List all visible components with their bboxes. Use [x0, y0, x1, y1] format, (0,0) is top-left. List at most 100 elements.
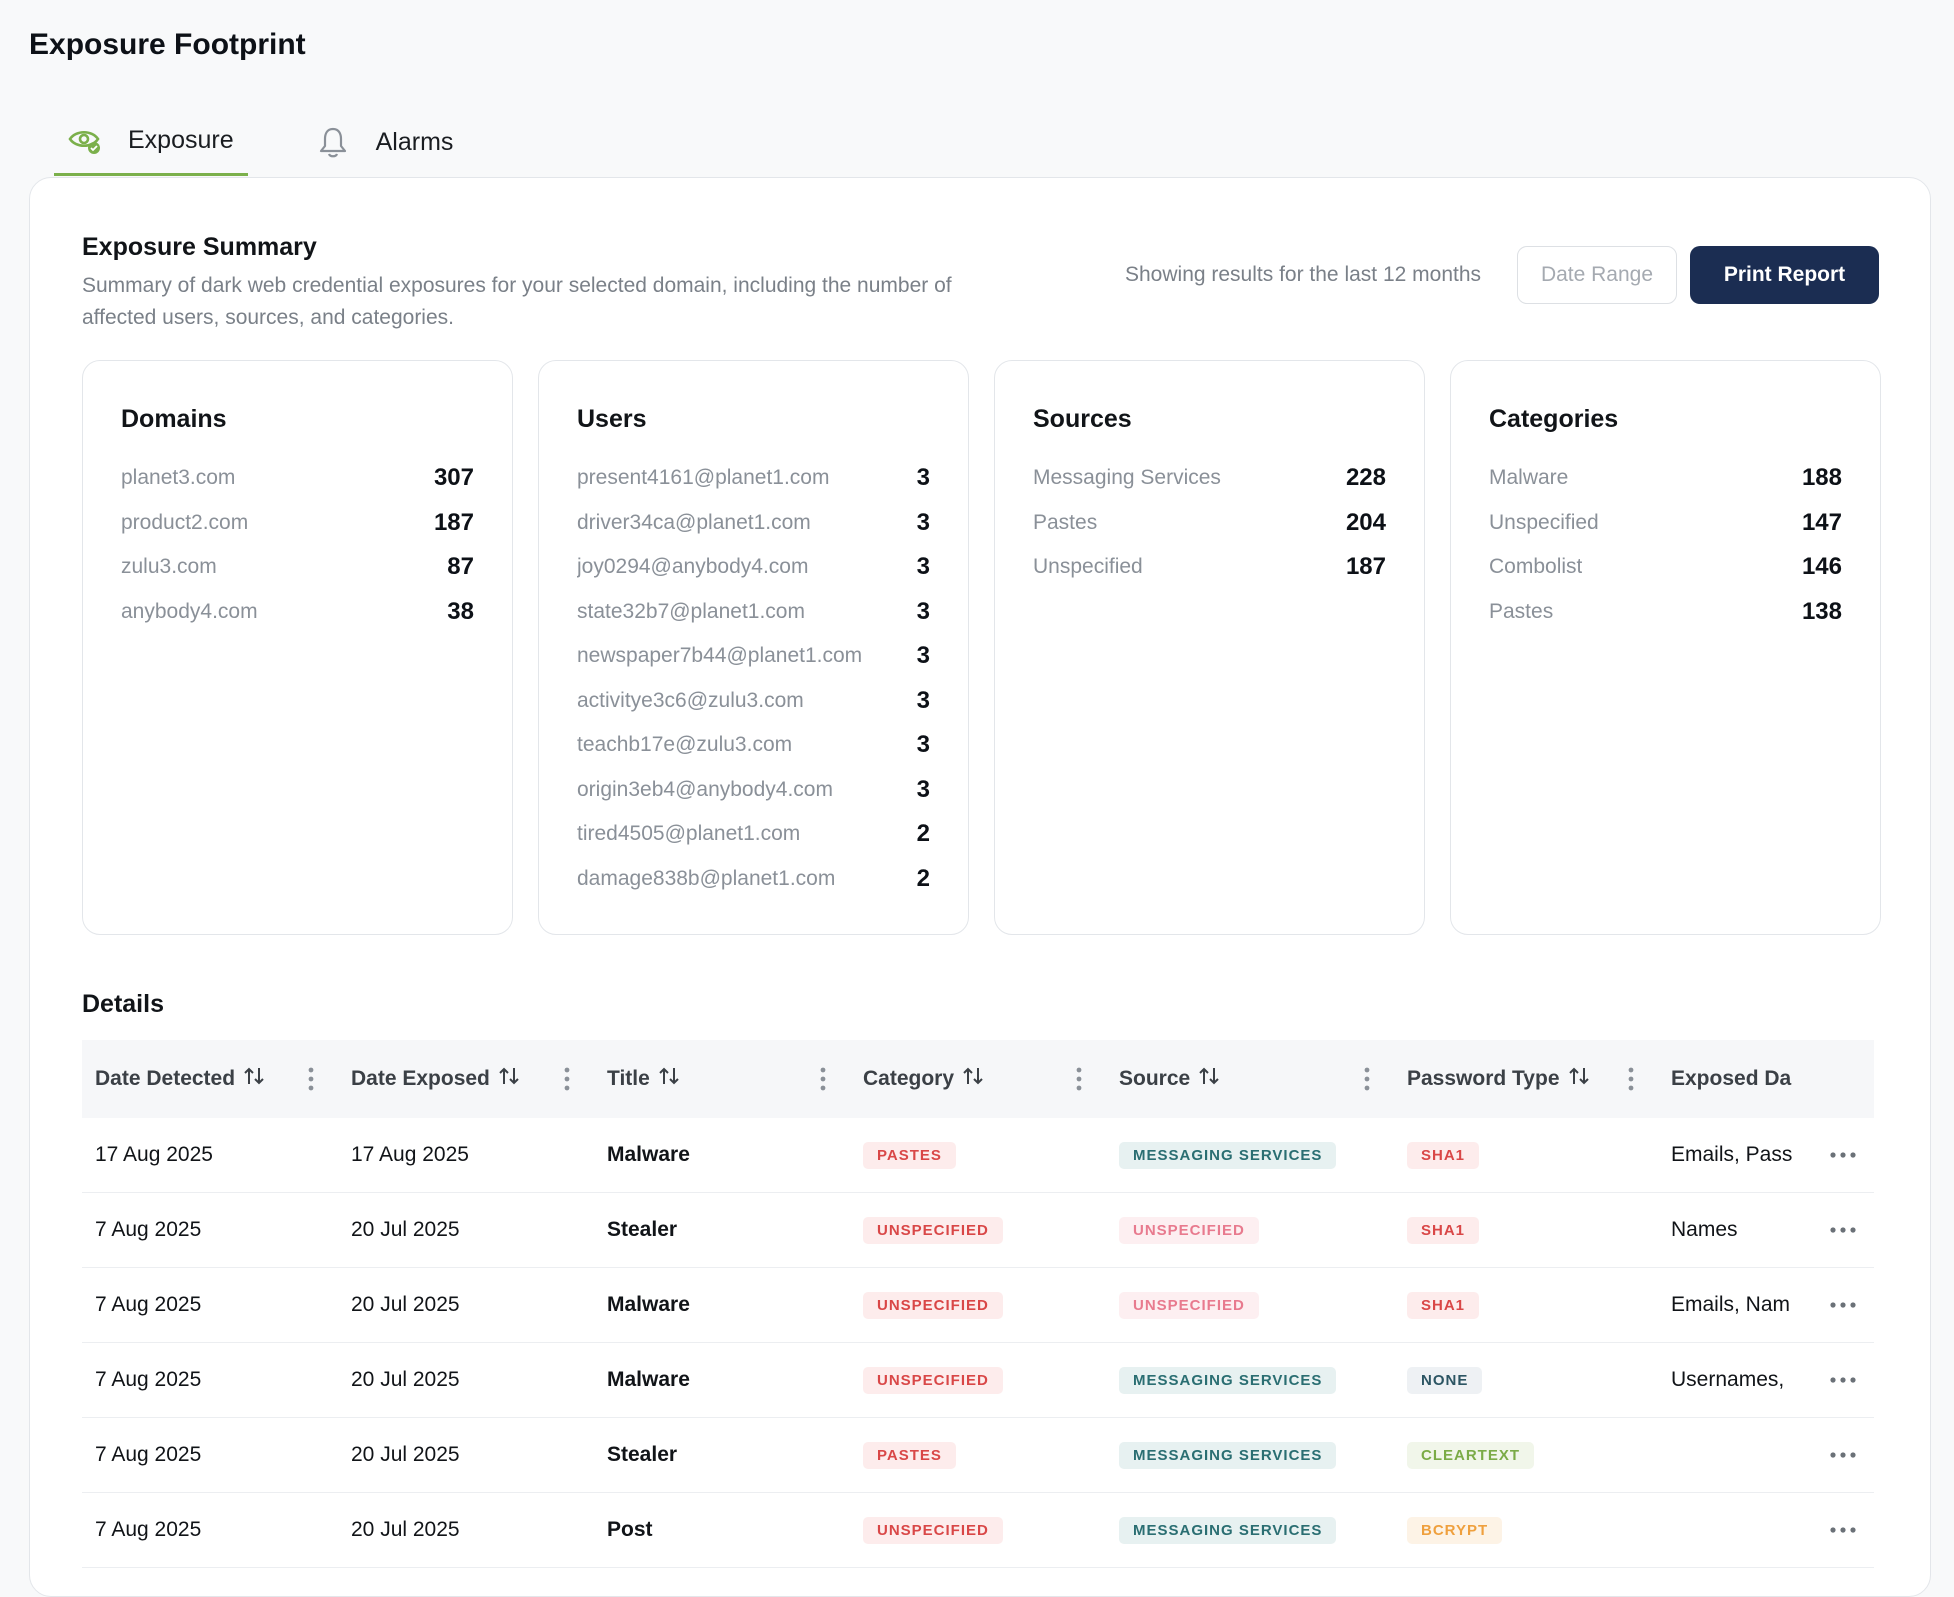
- cell-text: 7 Aug 2025: [95, 1293, 202, 1316]
- cell-source: MESSAGING SERVICES: [1106, 1516, 1394, 1544]
- stat-value: 204: [1345, 508, 1386, 536]
- cell-text: 7 Aug 2025: [95, 1518, 202, 1541]
- stat-value: 147: [1801, 508, 1842, 536]
- stat-row: anybody4.com 38: [121, 590, 474, 635]
- column-header[interactable]: Title: [594, 1040, 850, 1118]
- cell-password: SHA1: [1394, 1216, 1658, 1244]
- category-badge: UNSPECIFIED: [863, 1516, 1003, 1544]
- column-header-label: Date Detected: [95, 1067, 236, 1090]
- stat-value: 87: [447, 553, 474, 581]
- page-title: Exposure Footprint: [29, 28, 306, 61]
- stat-label: Messaging Services: [1033, 466, 1221, 490]
- row-actions-icon[interactable]: [1798, 1343, 1874, 1417]
- row-actions-icon[interactable]: [1798, 1268, 1874, 1342]
- stat-value: 3: [916, 731, 930, 759]
- cell-text: Stealer: [607, 1218, 678, 1241]
- stat-label: Unspecified: [1033, 555, 1143, 579]
- column-menu-icon[interactable]: [564, 1067, 570, 1097]
- cell-exposed: 20 Jul 2025: [338, 1218, 594, 1242]
- cell-text: Names: [1671, 1218, 1738, 1241]
- tab-alarms[interactable]: Alarms: [302, 120, 468, 176]
- column-header[interactable]: Category: [850, 1040, 1106, 1118]
- column-header-label: Date Exposed: [351, 1067, 490, 1090]
- cell-text: Post: [607, 1518, 653, 1541]
- column-header-label: Category: [863, 1067, 955, 1090]
- date-range-picker[interactable]: Date Range: [1517, 246, 1677, 304]
- stat-label: Combolist: [1489, 555, 1583, 579]
- domains-card: Domains planet3.com 307 product2.com 187 zul…: [82, 360, 513, 935]
- stat-row: Malware 188: [1489, 456, 1842, 501]
- stat-value: 3: [916, 553, 930, 581]
- sources-list: Messaging Services 228 Pastes 204 Unspecifie…: [1033, 456, 1386, 590]
- password-badge: SHA1: [1407, 1216, 1480, 1244]
- sort-icon[interactable]: [962, 1066, 984, 1092]
- column-menu-icon[interactable]: [1364, 1067, 1370, 1097]
- stat-label: planet3.com: [121, 466, 236, 490]
- table-row[interactable]: 7 Aug 2025 20 Jul 2025 Post UNSPECIFIED MESS…: [82, 1493, 1874, 1568]
- password-badge: SHA1: [1407, 1291, 1480, 1319]
- sort-icon[interactable]: [658, 1066, 680, 1092]
- column-header[interactable]: Exposed Da: [1658, 1040, 1798, 1118]
- cell-detected: 7 Aug 2025: [82, 1518, 338, 1542]
- tab-exposure[interactable]: Exposure: [54, 120, 248, 176]
- stat-label: Pastes: [1489, 599, 1554, 623]
- table-row[interactable]: 17 Aug 2025 17 Aug 2025 Malware PASTES MESSA…: [82, 1118, 1874, 1193]
- table-row[interactable]: 7 Aug 2025 20 Jul 2025 Malware UNSPECIFIED M…: [82, 1343, 1874, 1418]
- category-badge: PASTES: [863, 1141, 956, 1169]
- print-report-button[interactable]: Print Report: [1690, 246, 1879, 304]
- column-menu-icon[interactable]: [308, 1067, 314, 1097]
- password-badge: NONE: [1407, 1366, 1483, 1394]
- cell-data: Usernames,: [1658, 1368, 1798, 1392]
- stat-row: origin3eb4@anybody4.com 3: [577, 768, 930, 813]
- exposure-panel: Exposure Summary Summary of dark web cre…: [29, 177, 1931, 1597]
- cell-title: Malware: [594, 1293, 850, 1317]
- column-menu-icon[interactable]: [1076, 1067, 1082, 1097]
- category-badge: UNSPECIFIED: [863, 1291, 1003, 1319]
- password-badge: SHA1: [1407, 1141, 1480, 1169]
- cell-text: 20 Jul 2025: [351, 1518, 460, 1541]
- sources-card: Sources Messaging Services 228 Pastes 204 Un…: [994, 360, 1425, 935]
- column-header[interactable]: Date Exposed: [338, 1040, 594, 1118]
- stat-row: present4161@planet1.com 3: [577, 456, 930, 501]
- users-list: present4161@planet1.com 3 driver34ca@plane…: [577, 456, 930, 901]
- table-row[interactable]: 7 Aug 2025 20 Jul 2025 Stealer UNSPECIFIED U…: [82, 1193, 1874, 1268]
- stat-row: product2.com 187: [121, 501, 474, 546]
- source-badge: MESSAGING SERVICES: [1119, 1366, 1337, 1394]
- cell-exposed: 20 Jul 2025: [338, 1443, 594, 1467]
- domains-title: Domains: [121, 405, 227, 433]
- stat-row: Pastes 138: [1489, 590, 1842, 635]
- sort-icon[interactable]: [498, 1066, 520, 1092]
- categories-list: Malware 188 Unspecified 147 Combolist 146 Past…: [1489, 456, 1842, 634]
- cell-category: PASTES: [850, 1141, 1106, 1169]
- column-header[interactable]: Password Type: [1394, 1040, 1658, 1118]
- tab-bar: Exposure Alarms: [54, 120, 521, 178]
- cell-title: Malware: [594, 1143, 850, 1167]
- column-menu-icon[interactable]: [820, 1067, 826, 1097]
- stat-label: Malware: [1489, 466, 1569, 490]
- row-actions-icon[interactable]: [1798, 1193, 1874, 1267]
- categories-title: Categories: [1489, 405, 1619, 433]
- sort-icon[interactable]: [1568, 1066, 1590, 1092]
- source-badge: MESSAGING SERVICES: [1119, 1141, 1337, 1169]
- row-actions-icon[interactable]: [1798, 1493, 1874, 1567]
- table-row[interactable]: 7 Aug 2025 20 Jul 2025 Stealer PASTES MESSAG…: [82, 1418, 1874, 1493]
- sort-icon[interactable]: [1198, 1066, 1220, 1092]
- cell-text: 20 Jul 2025: [351, 1443, 460, 1466]
- column-menu-icon[interactable]: [1628, 1067, 1634, 1097]
- source-badge: MESSAGING SERVICES: [1119, 1441, 1337, 1469]
- column-header[interactable]: Source: [1106, 1040, 1394, 1118]
- cell-text: Emails, Pass: [1671, 1143, 1793, 1166]
- stat-label: damage838b@planet1.com: [577, 866, 836, 890]
- table-row[interactable]: 7 Aug 2025 20 Jul 2025 Malware UNSPECIFIED U…: [82, 1268, 1874, 1343]
- row-actions-icon[interactable]: [1798, 1118, 1874, 1192]
- category-badge: UNSPECIFIED: [863, 1366, 1003, 1394]
- column-header[interactable]: Date Detected: [82, 1040, 338, 1118]
- column-header-label: Exposed Da: [1671, 1067, 1792, 1090]
- stat-label: teachb17e@zulu3.com: [577, 733, 793, 757]
- category-badge: UNSPECIFIED: [863, 1216, 1003, 1244]
- cell-title: Malware: [594, 1368, 850, 1392]
- sources-title: Sources: [1033, 405, 1132, 433]
- cell-source: UNSPECIFIED: [1106, 1216, 1394, 1244]
- sort-icon[interactable]: [243, 1066, 265, 1092]
- row-actions-icon[interactable]: [1798, 1418, 1874, 1492]
